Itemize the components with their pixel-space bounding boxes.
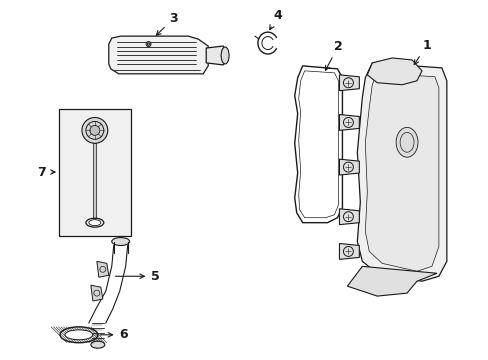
Text: 3: 3 <box>156 12 177 35</box>
Text: 4: 4 <box>269 9 282 30</box>
Polygon shape <box>346 266 436 296</box>
Polygon shape <box>93 143 96 218</box>
Text: 5: 5 <box>115 270 160 283</box>
Ellipse shape <box>65 330 93 340</box>
Bar <box>59 109 130 235</box>
Text: 6: 6 <box>101 328 128 341</box>
Text: 2: 2 <box>325 40 342 70</box>
Ellipse shape <box>395 127 417 157</box>
Circle shape <box>90 125 100 135</box>
Text: 7: 7 <box>37 166 45 179</box>
Ellipse shape <box>112 238 129 246</box>
Ellipse shape <box>89 220 101 226</box>
Polygon shape <box>91 285 102 301</box>
Polygon shape <box>339 209 359 225</box>
Polygon shape <box>108 36 208 74</box>
Polygon shape <box>97 261 108 277</box>
Polygon shape <box>366 58 421 85</box>
Polygon shape <box>365 73 438 271</box>
Ellipse shape <box>221 47 228 64</box>
Ellipse shape <box>91 341 104 348</box>
Circle shape <box>146 41 151 46</box>
Polygon shape <box>339 114 359 130</box>
Circle shape <box>147 43 149 45</box>
Polygon shape <box>206 46 227 65</box>
Polygon shape <box>357 63 446 281</box>
Polygon shape <box>339 243 359 260</box>
Polygon shape <box>339 75 359 91</box>
Text: 1: 1 <box>413 39 430 64</box>
Circle shape <box>82 117 107 143</box>
Polygon shape <box>339 159 359 175</box>
